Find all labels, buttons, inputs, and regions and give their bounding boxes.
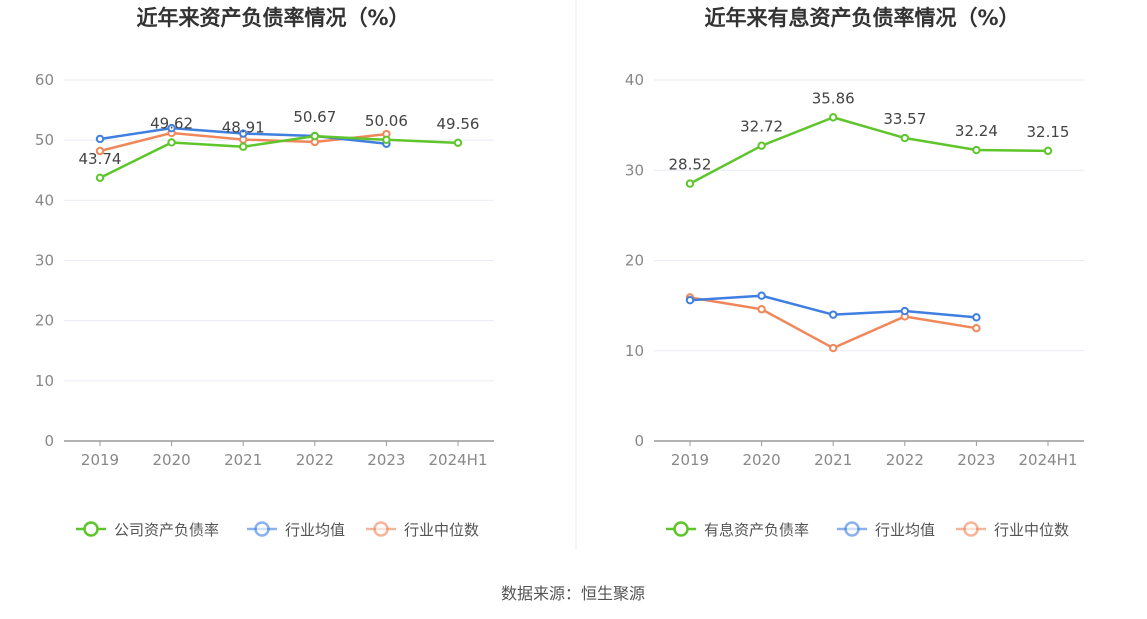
data-point[interactable] bbox=[829, 113, 838, 122]
x-tick-label: 2019 bbox=[81, 451, 119, 469]
y-tick-label: 20 bbox=[625, 252, 644, 270]
y-tick-label: 40 bbox=[625, 71, 644, 89]
legend-label: 行业中位数 bbox=[994, 521, 1069, 539]
interest-debt-ratio-chart: 近年来有息资产负债率情况（%） 0 10 20 30 40 2019 2020 2021 2022… bbox=[625, 6, 1084, 539]
legend-item[interactable]: 行业均值 bbox=[247, 521, 345, 539]
data-point[interactable] bbox=[1043, 146, 1053, 156]
data-label: 32.72 bbox=[740, 118, 783, 136]
x-tick-label: 2022 bbox=[296, 451, 334, 469]
data-point[interactable] bbox=[829, 343, 838, 353]
legend-label: 公司资产负债率 bbox=[114, 521, 219, 539]
chart-title: 近年来有息资产负债率情况（%） bbox=[704, 6, 1019, 30]
y-tick-label: 0 bbox=[634, 432, 644, 450]
x-tick-label: 2021 bbox=[224, 451, 262, 469]
legend-label: 有息资产负债率 bbox=[704, 521, 809, 539]
series-line bbox=[689, 296, 977, 350]
data-label: 35.86 bbox=[812, 89, 855, 107]
data-point[interactable] bbox=[95, 173, 105, 183]
data-point[interactable] bbox=[757, 291, 766, 300]
x-tick-label: 2020 bbox=[153, 451, 191, 469]
series-line bbox=[689, 116, 1049, 185]
data-point[interactable] bbox=[900, 306, 909, 316]
y-tick-label: 40 bbox=[35, 191, 54, 209]
legend-label: 行业均值 bbox=[285, 521, 345, 539]
data-point[interactable] bbox=[900, 133, 909, 143]
y-tick-label: 30 bbox=[625, 161, 644, 179]
y-tick-label: 10 bbox=[625, 342, 644, 360]
data-label: 32.15 bbox=[1027, 123, 1070, 141]
data-point[interactable] bbox=[757, 141, 766, 150]
data-point[interactable] bbox=[239, 142, 248, 151]
data-label: 49.62 bbox=[150, 114, 193, 132]
legend-swatch-marker bbox=[83, 521, 99, 537]
y-tick-label: 50 bbox=[35, 131, 54, 149]
data-label: 48.91 bbox=[222, 119, 265, 137]
data-point[interactable] bbox=[95, 134, 105, 144]
data-point[interactable] bbox=[310, 131, 319, 141]
data-point[interactable] bbox=[685, 179, 695, 188]
data-label: 28.52 bbox=[669, 156, 712, 174]
legend-swatch-marker bbox=[254, 521, 270, 537]
x-tick-label: 2021 bbox=[814, 451, 852, 469]
data-point[interactable] bbox=[685, 296, 695, 305]
data-label: 32.24 bbox=[955, 122, 998, 140]
x-tick-label: 2024H1 bbox=[1019, 451, 1078, 469]
y-tick-label: 60 bbox=[35, 71, 54, 89]
chart-title: 近年来资产负债率情况（%） bbox=[136, 6, 409, 30]
legend-label: 行业中位数 bbox=[404, 521, 479, 539]
data-point[interactable] bbox=[95, 146, 105, 156]
data-label: 33.57 bbox=[883, 110, 926, 128]
legend-swatch-marker bbox=[963, 521, 979, 537]
data-point[interactable] bbox=[829, 310, 838, 319]
data-source: 数据来源：恒生聚源 bbox=[501, 584, 645, 603]
x-tick-label: 2022 bbox=[886, 451, 924, 469]
y-tick-label: 30 bbox=[35, 252, 54, 270]
data-point[interactable] bbox=[453, 138, 463, 148]
data-point[interactable] bbox=[972, 145, 981, 155]
x-tick-label: 2023 bbox=[367, 451, 405, 469]
data-label: 49.56 bbox=[437, 115, 480, 133]
legend-swatch-marker bbox=[844, 521, 860, 537]
series-line bbox=[99, 134, 459, 179]
data-point[interactable] bbox=[757, 305, 766, 314]
legend-swatch-marker bbox=[373, 521, 389, 537]
legend-label: 行业均值 bbox=[875, 521, 935, 539]
y-tick-label: 0 bbox=[44, 432, 54, 450]
x-tick-label: 2023 bbox=[957, 451, 995, 469]
legend-swatch-marker bbox=[673, 521, 689, 537]
data-label: 50.06 bbox=[365, 112, 408, 130]
data-point[interactable] bbox=[972, 313, 981, 322]
data-point[interactable] bbox=[167, 138, 176, 147]
data-label: 50.67 bbox=[293, 108, 336, 126]
x-tick-label: 2019 bbox=[671, 451, 709, 469]
data-point[interactable] bbox=[167, 123, 176, 133]
x-tick-label: 2020 bbox=[743, 451, 781, 469]
data-point[interactable] bbox=[239, 129, 248, 138]
x-tick-label: 2024H1 bbox=[429, 451, 488, 469]
debt-ratio-chart: 近年来资产负债率情况（%） 0 10 20 30 40 50 60 2019 2020 2021 20… bbox=[35, 6, 494, 539]
data-label: 43.74 bbox=[79, 150, 122, 168]
legend-item[interactable]: 有息资产负债率 bbox=[666, 521, 809, 539]
legend-item[interactable]: 公司资产负债率 bbox=[76, 521, 219, 539]
legend-item[interactable]: 行业中位数 bbox=[366, 521, 479, 539]
legend-item[interactable]: 行业均值 bbox=[837, 521, 935, 539]
data-point[interactable] bbox=[382, 135, 391, 145]
y-tick-label: 10 bbox=[35, 372, 54, 390]
y-tick-label: 20 bbox=[35, 312, 54, 330]
data-point[interactable] bbox=[972, 323, 981, 333]
legend-item[interactable]: 行业中位数 bbox=[956, 521, 1069, 539]
